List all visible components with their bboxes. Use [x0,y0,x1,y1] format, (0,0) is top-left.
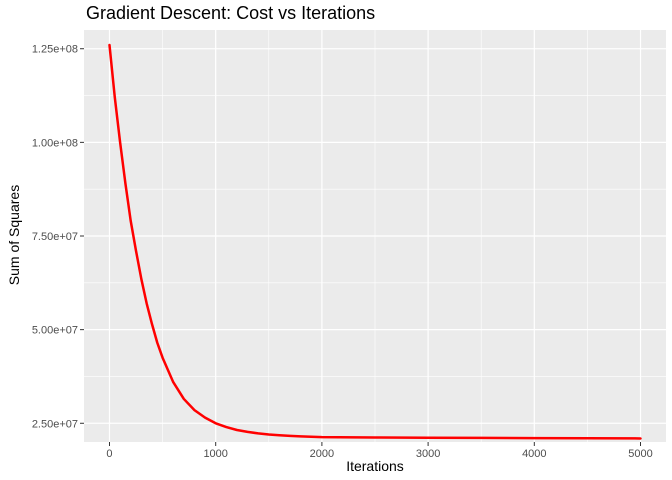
y-tick-label: 1.25e+08 [32,44,78,56]
y-axis: 2.50e+07 5.00e+07 7.50e+07 1.00e+08 1.25e+08 [32,44,84,430]
y-tick-label: 1.00e+08 [32,137,78,149]
x-tick-label: 0 [106,448,112,460]
x-tick-label: 1000 [203,448,227,460]
y-tick-label: 2.50e+07 [32,418,78,430]
x-tick-label: 2000 [310,448,334,460]
y-tick-label: 5.00e+07 [32,325,78,337]
y-axis-title: Sum of Squares [6,184,22,286]
y-tick-label: 7.50e+07 [32,231,78,243]
x-axis-title: Iterations [346,458,404,474]
cost-line [108,43,642,440]
x-tick-label: 4000 [522,448,546,460]
x-axis: 0 1000 2000 3000 4000 5000 [106,442,653,460]
x-tick-label: 5000 [628,448,652,460]
series-layer [108,43,642,440]
major-grid [84,30,666,442]
x-tick-label: 3000 [416,448,440,460]
chart-title: Gradient Descent: Cost vs Iterations [86,3,376,23]
